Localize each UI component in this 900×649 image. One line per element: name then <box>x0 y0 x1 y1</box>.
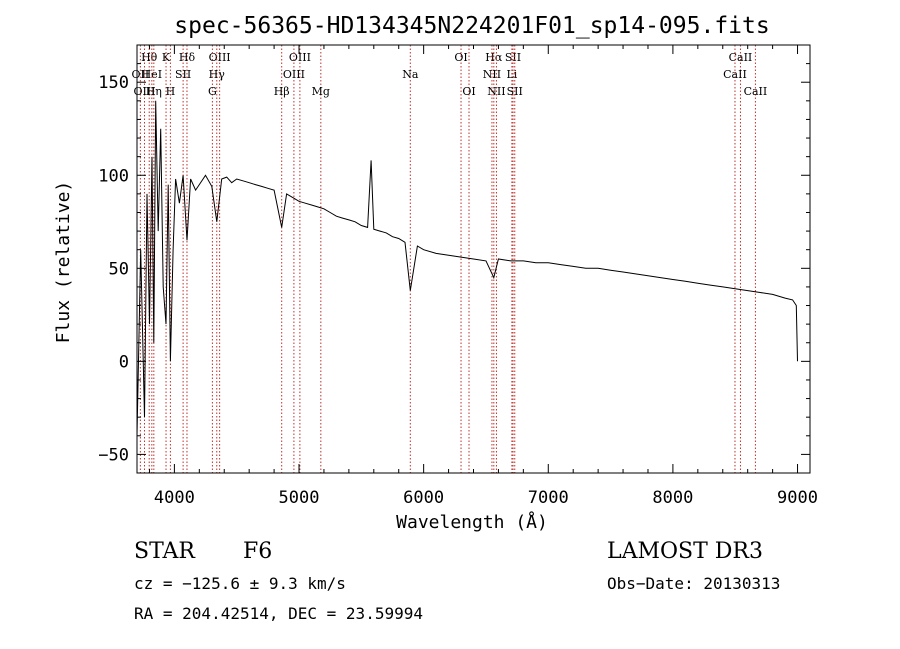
observation-date: Obs−Date: 20130313 <box>607 574 781 593</box>
x-tick-label: 8000 <box>652 488 693 508</box>
sky-coordinates: RA = 204.42514, DEC = 23.59994 <box>134 604 423 623</box>
line-marker-label: Hη <box>146 85 162 98</box>
y-tick-label: 100 <box>98 166 129 186</box>
line-marker-label: NII <box>483 68 501 81</box>
line-marker-label: Hγ <box>209 68 226 81</box>
x-tick-label: 9000 <box>777 488 818 508</box>
line-marker-label: OIII <box>289 51 311 64</box>
line-marker-label: Na <box>402 68 419 81</box>
x-tick-label: 4000 <box>154 488 195 508</box>
flux-series-line <box>136 100 798 436</box>
line-marker-label: CaII <box>729 51 753 64</box>
y-tick-label: 150 <box>98 73 129 93</box>
radial-velocity: cz = −125.6 ± 9.3 km/s <box>134 574 346 593</box>
line-marker-label: CaII <box>744 85 768 98</box>
survey-name: LAMOST DR3 <box>607 539 763 564</box>
line-marker-label: Hβ <box>274 85 290 98</box>
line-marker-label: CaII <box>723 68 747 81</box>
line-marker-label: SII <box>507 85 523 98</box>
line-marker-label: K <box>162 51 171 64</box>
x-tick-label: 7000 <box>528 488 569 508</box>
x-tick-label: 6000 <box>403 488 444 508</box>
line-marker-label: HeI <box>142 68 162 81</box>
line-marker-label: OI <box>454 51 467 64</box>
y-axis-label: Flux (relative) <box>53 181 74 344</box>
y-tick-label: 50 <box>109 259 129 279</box>
line-marker-label: H <box>166 85 176 98</box>
line-marker-label: Li <box>506 68 517 81</box>
line-marker-label: OIII <box>283 68 305 81</box>
object-class: STAR <box>134 539 195 564</box>
line-marker-label: OI <box>462 85 475 98</box>
line-marker-label: NII <box>487 85 505 98</box>
object-subclass: F6 <box>243 539 273 564</box>
line-marker-label: Mg <box>312 85 330 98</box>
line-marker-label: Hα <box>485 51 503 64</box>
line-marker-label: Hθ <box>141 51 158 64</box>
line-marker-label: OIII <box>133 85 155 98</box>
chart-title: spec-56365-HD134345N224201F01_sp14-095.f… <box>174 13 769 39</box>
line-marker-label: SII <box>175 68 191 81</box>
x-axis-label: Wavelength (Å) <box>396 511 548 533</box>
x-tick-label: 5000 <box>279 488 320 508</box>
y-tick-label: 0 <box>119 352 129 372</box>
line-marker-label: G <box>208 85 217 98</box>
line-marker-label: OIII <box>209 51 231 64</box>
line-marker-label: Hδ <box>179 51 196 64</box>
y-tick-label: −50 <box>98 445 129 465</box>
line-marker-label: SII <box>505 51 521 64</box>
